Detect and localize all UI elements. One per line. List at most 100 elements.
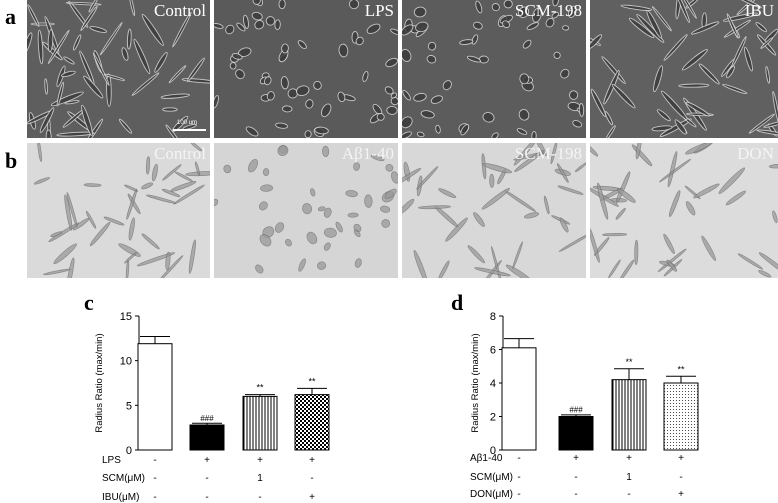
- y-tick-label: 2: [490, 412, 496, 424]
- cell-texture: [402, 0, 585, 138]
- cell: [81, 104, 93, 136]
- cell: [634, 239, 639, 266]
- condition-mark: +: [309, 455, 315, 466]
- cell: [231, 53, 243, 60]
- cell: [255, 264, 264, 274]
- significance-label: ###: [200, 414, 214, 423]
- condition-mark: -: [574, 489, 577, 500]
- cell: [608, 259, 621, 278]
- cell: [505, 264, 533, 278]
- cell: [402, 131, 412, 138]
- cell: [489, 173, 495, 188]
- y-axis-label: Radius Ratio (max/min): [470, 333, 481, 432]
- cell: [590, 227, 600, 263]
- cell: [99, 21, 123, 56]
- cell-texture: [214, 0, 398, 138]
- cell: [47, 29, 70, 65]
- cell: [53, 243, 77, 265]
- cell: [126, 188, 138, 220]
- cell: [124, 184, 139, 192]
- bar: [294, 394, 330, 451]
- cell: [45, 129, 52, 138]
- cell: [656, 109, 671, 122]
- cell: [657, 248, 687, 273]
- micrograph-label: DON: [737, 144, 774, 163]
- cell: [323, 242, 331, 251]
- cell: [141, 182, 154, 190]
- cell: [321, 103, 332, 118]
- cell: [590, 88, 607, 118]
- cell: [473, 212, 485, 227]
- cell: [214, 198, 219, 207]
- cell: [569, 90, 579, 100]
- cell: [384, 188, 397, 199]
- cell: [364, 194, 373, 208]
- cell: [61, 70, 76, 78]
- cell: [467, 245, 486, 264]
- cell: [718, 167, 746, 195]
- cell: [85, 210, 97, 229]
- cell: [317, 261, 327, 270]
- cell: [698, 63, 720, 85]
- cell: [615, 207, 626, 220]
- cell: [262, 168, 270, 177]
- cell: [252, 0, 261, 5]
- cell: [322, 145, 330, 158]
- cell: [385, 57, 398, 68]
- cell: [474, 267, 511, 277]
- condition-mark: -: [258, 492, 261, 503]
- cell: [760, 37, 774, 49]
- cell: [265, 16, 276, 26]
- cell: [602, 233, 628, 237]
- cell: [518, 109, 530, 121]
- cell: [666, 259, 678, 272]
- micrograph-label: Control: [154, 1, 206, 20]
- cell: [725, 190, 747, 206]
- cell: [726, 13, 739, 39]
- cell: [56, 81, 64, 107]
- cell: [663, 233, 675, 255]
- y-tick-label: 15: [120, 311, 132, 323]
- cell: [171, 115, 189, 133]
- condition-mark: -: [310, 473, 313, 484]
- cell: [748, 113, 775, 134]
- cell: [161, 188, 181, 198]
- cell: [314, 126, 329, 135]
- micrograph-b-don: DON: [590, 143, 778, 278]
- cell: [151, 163, 158, 182]
- cell: [516, 128, 528, 135]
- cell: [243, 14, 249, 29]
- condition-label: SCM(μM): [102, 473, 145, 484]
- cell: [558, 232, 586, 252]
- cell: [636, 13, 665, 43]
- y-axis-label: Radius Ratio (max/min): [94, 333, 105, 432]
- cell: [162, 107, 178, 112]
- cell: [651, 6, 672, 32]
- bar: [242, 395, 278, 451]
- cell: [416, 131, 425, 138]
- cell: [605, 125, 616, 138]
- cell: [674, 119, 687, 135]
- cell: [658, 158, 692, 183]
- micrograph-label: SCM-198: [514, 144, 582, 163]
- cell: [543, 195, 550, 215]
- cell: [56, 131, 95, 137]
- cell: [27, 4, 40, 27]
- cell: [121, 47, 129, 61]
- cell: [80, 6, 98, 31]
- condition-mark: +: [678, 489, 684, 500]
- condition-mark: +: [257, 455, 263, 466]
- cell: [313, 80, 322, 90]
- cell: [190, 143, 203, 152]
- scale-bar-label: 100 um: [177, 120, 198, 126]
- condition-mark: +: [309, 492, 315, 503]
- cell: [305, 99, 314, 109]
- cell: [64, 100, 80, 105]
- cell: [413, 6, 427, 18]
- cell: [384, 86, 394, 95]
- panel-letter-d: d: [451, 290, 464, 315]
- cell: [145, 194, 177, 204]
- cell: [594, 237, 610, 256]
